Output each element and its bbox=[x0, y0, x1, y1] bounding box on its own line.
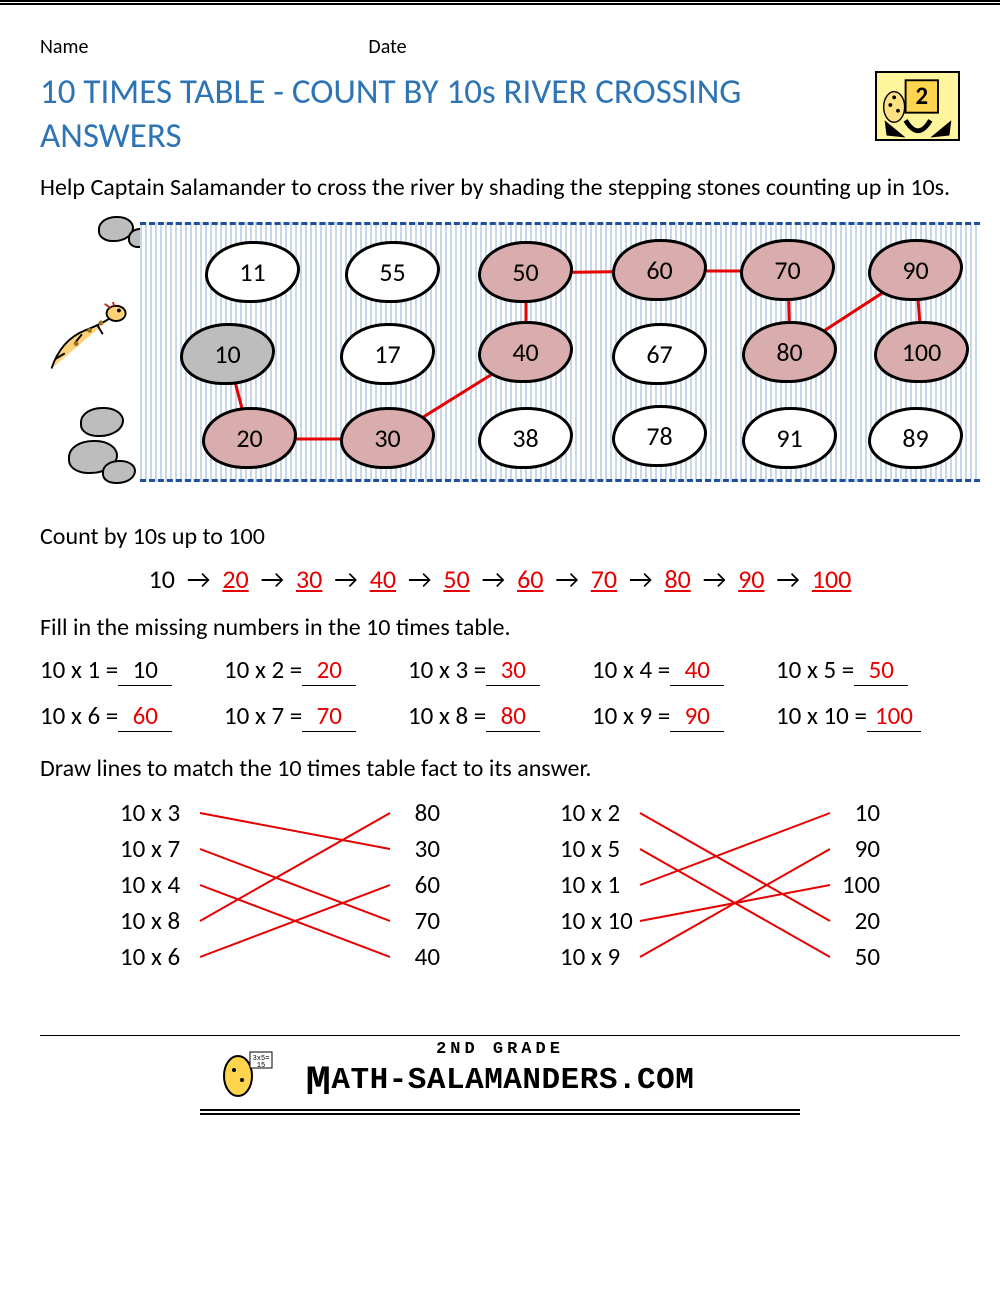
date-label: Date bbox=[368, 35, 406, 59]
match-group: 10 x 310 x 710 x 410 x 810 x 6 8030607040 bbox=[100, 795, 460, 995]
match-right-item: 100 bbox=[842, 867, 880, 903]
header-row: Name Date bbox=[40, 35, 960, 59]
seq-answer: 90 bbox=[738, 563, 764, 595]
fact-answer: 90 bbox=[670, 700, 724, 732]
rock-decoration bbox=[102, 460, 136, 484]
seq-answer: 80 bbox=[664, 563, 690, 595]
fact: 10 x 6 =60 bbox=[40, 700, 220, 732]
count-label: Count by 10s up to 100 bbox=[40, 522, 960, 551]
river-diagram: 1155506070901017406780100203038789189 bbox=[40, 222, 960, 502]
match-left-item: 10 x 2 bbox=[560, 795, 633, 831]
match-left-item: 10 x 5 bbox=[560, 831, 633, 867]
fact-answer: 100 bbox=[867, 700, 921, 732]
match-left-item: 10 x 3 bbox=[120, 795, 180, 831]
page-title: 10 TIMES TABLE - COUNT BY 10s RIVER CROS… bbox=[40, 71, 865, 159]
match-right-item: 40 bbox=[415, 939, 440, 975]
match-right-item: 30 bbox=[415, 831, 440, 867]
instructions-text: Help Captain Salamander to cross the riv… bbox=[40, 171, 960, 205]
seq-answer: 30 bbox=[296, 563, 322, 595]
footer-site: MATH-SALAMANDERS.COM bbox=[306, 1059, 695, 1107]
match-right-item: 90 bbox=[842, 831, 880, 867]
fact: 10 x 5 =50 bbox=[776, 654, 956, 686]
match-left-item: 10 x 9 bbox=[560, 939, 633, 975]
fact: 10 x 3 =30 bbox=[408, 654, 588, 686]
fact: 10 x 9 =90 bbox=[592, 700, 772, 732]
match-left-item: 10 x 1 bbox=[560, 867, 633, 903]
arrow-icon: → bbox=[257, 563, 289, 595]
match-right-item: 60 bbox=[415, 867, 440, 903]
seq-answer: 40 bbox=[370, 563, 396, 595]
salamander-icon bbox=[42, 302, 137, 382]
seq-start: 10 bbox=[149, 563, 175, 595]
fact-lhs: 10 x 7 = bbox=[224, 700, 302, 731]
svg-text:15: 15 bbox=[257, 1062, 265, 1070]
match-right-item: 10 bbox=[842, 795, 880, 831]
arrow-icon: → bbox=[551, 563, 583, 595]
fact-lhs: 10 x 10 = bbox=[776, 700, 867, 731]
fact-lhs: 10 x 3 = bbox=[408, 654, 486, 685]
fact: 10 x 4 =40 bbox=[592, 654, 772, 686]
arrow-icon: → bbox=[183, 563, 215, 595]
fact-answer: 60 bbox=[118, 700, 172, 732]
worksheet-page: Name Date 10 TIMES TABLE - COUNT BY 10s … bbox=[0, 0, 1000, 1135]
fact-lhs: 10 x 1 = bbox=[40, 654, 118, 685]
count-sequence: 10 → 20 → 30 → 40 → 50 → 60 → 70 → 80 → … bbox=[40, 563, 960, 595]
fact-answer: 30 bbox=[486, 654, 540, 686]
rock-decoration bbox=[80, 407, 124, 437]
arrow-icon: → bbox=[772, 563, 804, 595]
fact-answer: 10 bbox=[118, 654, 172, 686]
match-left-item: 10 x 6 bbox=[120, 939, 180, 975]
river-area: 1155506070901017406780100203038789189 bbox=[140, 222, 980, 482]
fact-lhs: 10 x 8 = bbox=[408, 700, 486, 731]
seq-answer: 20 bbox=[222, 563, 248, 595]
match-label: Draw lines to match the 10 times table f… bbox=[40, 754, 960, 783]
fact-answer: 70 bbox=[302, 700, 356, 732]
fact: 10 x 10 =100 bbox=[776, 700, 956, 732]
grade-logo: 2 bbox=[875, 71, 960, 141]
name-label: Name bbox=[40, 35, 88, 59]
logo-number: 2 bbox=[916, 80, 929, 111]
facts-grid: 10 x 1 =1010 x 2 =2010 x 3 =3010 x 4 =40… bbox=[40, 654, 960, 732]
match-left-item: 10 x 4 bbox=[120, 867, 180, 903]
seq-answer: 50 bbox=[443, 563, 469, 595]
match-right-item: 70 bbox=[415, 903, 440, 939]
fact: 10 x 2 =20 bbox=[224, 654, 404, 686]
fact-answer: 50 bbox=[854, 654, 908, 686]
footer: 3x5= 15 2ND GRADE MATH-SALAMANDERS.COM bbox=[40, 1035, 960, 1115]
match-left-item: 10 x 7 bbox=[120, 831, 180, 867]
fact: 10 x 8 =80 bbox=[408, 700, 588, 732]
seq-answer: 60 bbox=[517, 563, 543, 595]
match-left-item: 10 x 8 bbox=[120, 903, 180, 939]
arrow-icon: → bbox=[478, 563, 510, 595]
matching-area: 10 x 310 x 710 x 410 x 810 x 6 8030607040… bbox=[40, 795, 960, 995]
match-right-item: 50 bbox=[842, 939, 880, 975]
fill-label: Fill in the missing numbers in the 10 ti… bbox=[40, 613, 960, 642]
fact-lhs: 10 x 4 = bbox=[592, 654, 670, 685]
fact-lhs: 10 x 6 = bbox=[40, 700, 118, 731]
fact-lhs: 10 x 2 = bbox=[224, 654, 302, 685]
seq-answer: 70 bbox=[591, 563, 617, 595]
fact-lhs: 10 x 9 = bbox=[592, 700, 670, 731]
fact: 10 x 1 =10 bbox=[40, 654, 220, 686]
footer-grade: 2ND GRADE bbox=[436, 1040, 564, 1059]
fact: 10 x 7 =70 bbox=[224, 700, 404, 732]
footer-underline bbox=[200, 1109, 800, 1111]
seq-answer: 100 bbox=[812, 563, 852, 595]
match-right-item: 20 bbox=[842, 903, 880, 939]
fact-answer: 40 bbox=[670, 654, 724, 686]
match-left-item: 10 x 10 bbox=[560, 903, 633, 939]
fact-answer: 80 bbox=[486, 700, 540, 732]
fact-answer: 20 bbox=[302, 654, 356, 686]
arrow-icon: → bbox=[404, 563, 436, 595]
match-right-item: 80 bbox=[415, 795, 440, 831]
arrow-icon: → bbox=[330, 563, 362, 595]
footer-salamander-icon: 3x5= 15 bbox=[210, 1046, 280, 1106]
match-group: 10 x 210 x 510 x 110 x 1010 x 9 109010020… bbox=[540, 795, 900, 995]
arrow-icon: → bbox=[625, 563, 657, 595]
fact-lhs: 10 x 5 = bbox=[776, 654, 854, 685]
title-row: 10 TIMES TABLE - COUNT BY 10s RIVER CROS… bbox=[40, 71, 960, 159]
arrow-icon: → bbox=[699, 563, 731, 595]
